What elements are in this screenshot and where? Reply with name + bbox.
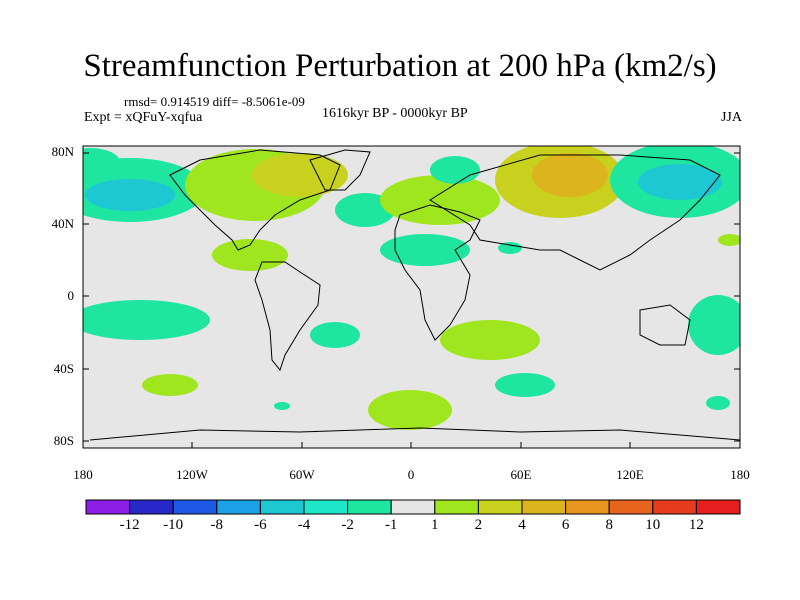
axis-ticks <box>83 152 740 448</box>
colorbar-label: -10 <box>163 517 184 533</box>
colorbar-box <box>259 499 305 515</box>
lat-label-80s: 80S <box>53 433 74 448</box>
stats-text: rmsd= 0.914519 diff= -8.5061e-09 <box>124 94 305 109</box>
colorbar-label: -8 <box>210 517 224 533</box>
colorbar-label: 2 <box>474 517 483 533</box>
colorbar <box>85 499 741 515</box>
colorbar-box <box>390 499 436 515</box>
colorbar-label: 4 <box>518 517 526 533</box>
colorbar-box <box>652 499 697 515</box>
colorbar-box <box>172 499 218 515</box>
lon-label-60e: 60E <box>510 467 532 482</box>
lon-label-180e: 180 <box>730 467 750 482</box>
coastlines <box>89 149 740 441</box>
colorbar-label: 8 <box>605 517 613 533</box>
colorbar-box <box>565 499 610 515</box>
colorbar-box <box>347 499 392 515</box>
colorbar-box <box>521 499 567 515</box>
colorbar-label: 12 <box>688 517 704 533</box>
experiment-label: Expt = xQFuY-xqfua <box>84 110 203 125</box>
colorbar-box <box>608 499 654 515</box>
lon-label-60w: 60W <box>289 467 315 482</box>
lat-label-0: 0 <box>67 288 75 303</box>
colorbar-box <box>303 499 349 515</box>
colorbar-box <box>216 499 261 515</box>
colorbar-label: 10 <box>645 517 661 533</box>
lat-label-80n: 80N <box>51 144 74 159</box>
colorbar-box <box>477 499 523 515</box>
lon-label-120e: 120E <box>616 467 644 482</box>
colorbar-box <box>434 499 479 515</box>
lon-label-180w: 180 <box>73 467 93 482</box>
colorbar-label: -2 <box>341 517 354 533</box>
colorbar-label: -4 <box>297 517 311 533</box>
colorbar-label: 6 <box>561 517 570 533</box>
colorbar-box <box>129 499 174 515</box>
lat-label-40n: 40N <box>51 216 74 231</box>
lat-label-40s: 40S <box>53 361 74 376</box>
colorbar-box <box>85 499 131 515</box>
chart-title: Streamfunction Perturbation at 200 hPa (… <box>83 48 717 84</box>
lon-label-0: 0 <box>407 467 415 482</box>
colorbar-box <box>695 499 741 515</box>
season-label: JJA <box>720 110 742 125</box>
period-label: 1616kyr BP - 0000kyr BP <box>322 106 468 121</box>
colorbar-label: -12 <box>119 517 140 533</box>
colorbar-label: -6 <box>254 517 267 533</box>
lon-label-120w: 120W <box>176 467 208 482</box>
colorbar-label: 1 <box>431 517 439 533</box>
anomaly-contours <box>83 146 740 430</box>
colorbar-label: -1 <box>384 517 398 533</box>
